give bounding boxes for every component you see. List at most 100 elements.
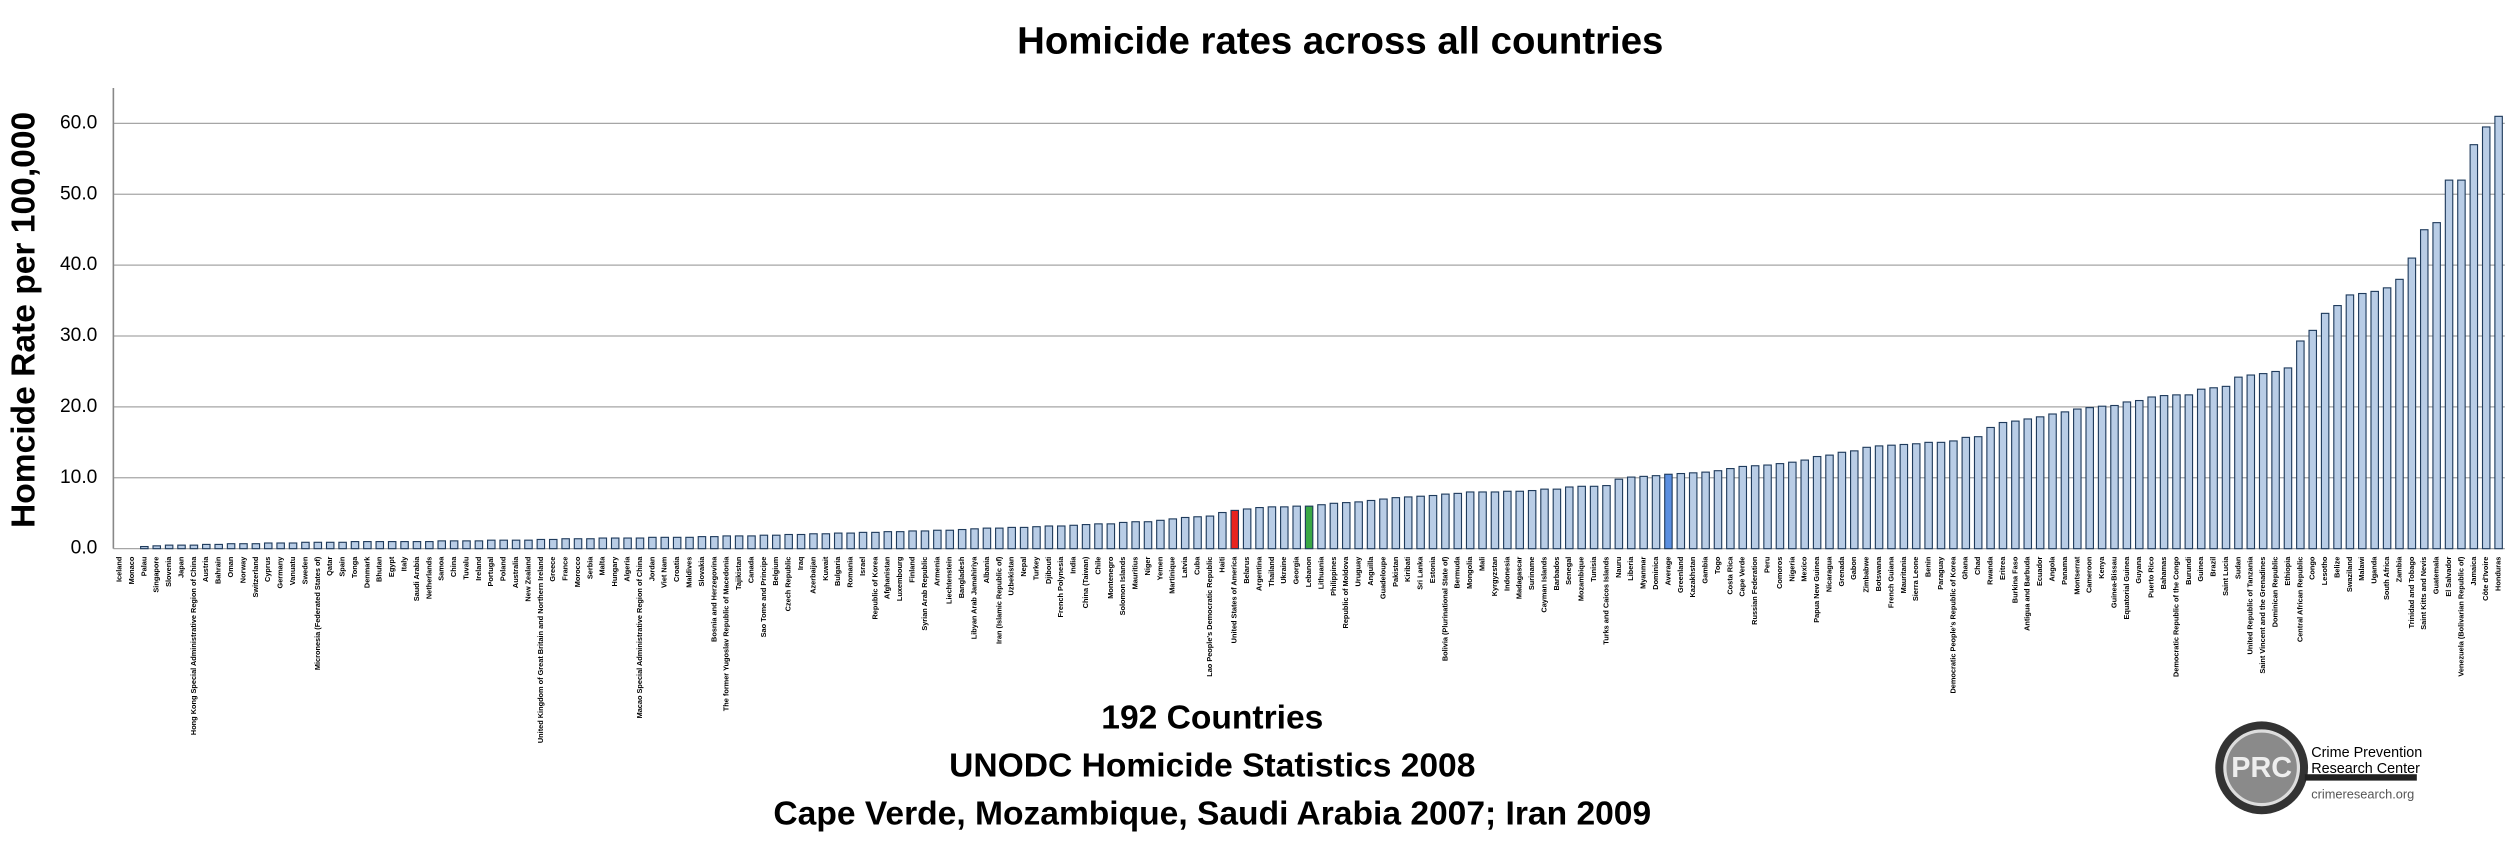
- x-tick-label: India: [1069, 556, 1078, 574]
- bar: [536, 538, 546, 550]
- bar: [573, 538, 583, 550]
- x-tick-label: Madagascar: [1515, 557, 1524, 600]
- bar: [474, 540, 484, 550]
- x-tick-label: Macao Special Administrative Region of C…: [635, 556, 644, 719]
- x-tick-label: Argentina: [1254, 556, 1263, 591]
- bar: [437, 540, 447, 550]
- x-tick-label: Cayman Islands: [1539, 557, 1548, 613]
- bar: [1069, 524, 1078, 550]
- x-tick-label: Latvia: [1180, 556, 1189, 578]
- x-tick-label: Pakistan: [1391, 556, 1400, 587]
- x-tick-label: Viet Nam: [660, 556, 669, 588]
- x-tick-label: Iran (Islamic Republic of): [994, 556, 1003, 644]
- bar: [1403, 496, 1413, 550]
- x-tick-label: South Africa: [2382, 556, 2391, 600]
- bar: [2358, 292, 2367, 550]
- x-tick-label: Peru: [1762, 557, 1771, 573]
- bar: [1775, 463, 1785, 550]
- x-tick-label: Equatorial Guinea: [2122, 556, 2131, 620]
- bar: [2370, 290, 2379, 550]
- bar: [1094, 523, 1103, 550]
- bar: [1750, 465, 1760, 550]
- x-tick-label: Brazil: [2209, 557, 2218, 577]
- x-tick-label: Cyprus: [263, 557, 272, 582]
- bar: [1354, 501, 1363, 550]
- bar: [1589, 485, 1599, 550]
- x-tick-label: Saudi Arabia: [412, 556, 421, 602]
- x-tick-label: Zambia: [2394, 556, 2403, 583]
- x-tick-label: Micronesia (Federated States of): [313, 556, 322, 670]
- bar: [1688, 472, 1698, 550]
- x-tick-label: Bermuda: [1453, 556, 1462, 589]
- x-tick-label: Bolivia (Plurinational State of): [1440, 556, 1449, 661]
- bar: [1156, 519, 1165, 550]
- x-tick-label: Norway: [238, 556, 247, 583]
- bar: [1701, 471, 1710, 550]
- x-tick-label: Guatemala: [2432, 556, 2441, 594]
- x-tick-label: Egypt: [387, 556, 396, 577]
- bar: [846, 532, 855, 550]
- bar: [2432, 222, 2441, 550]
- x-tick-label: Italy: [399, 556, 408, 572]
- x-tick-label: Iceland: [115, 557, 124, 582]
- x-tick-label: Comoros: [1775, 557, 1784, 589]
- x-tick-label: Luxembourg: [895, 557, 904, 601]
- bar: [1280, 506, 1289, 550]
- x-tick-label: Guyana: [2134, 556, 2143, 584]
- bar: [685, 536, 694, 550]
- logo-name: Research Center: [2311, 761, 2420, 777]
- bar: [2494, 115, 2503, 550]
- bar: [710, 536, 719, 550]
- bar: [2271, 370, 2280, 550]
- bar: [1552, 488, 1562, 550]
- x-tick-label: Martinique: [1168, 557, 1177, 594]
- bar: [895, 531, 905, 550]
- x-tick-label: Thailand: [1267, 557, 1276, 587]
- bar: [2023, 418, 2033, 550]
- x-tick-label: Ethiopia: [2283, 556, 2292, 586]
- bar: [1081, 524, 1091, 550]
- x-tick-label: Maldives: [684, 557, 693, 588]
- bar: [1391, 497, 1401, 550]
- bar: [995, 527, 1004, 550]
- bar: [672, 536, 682, 550]
- bar: [363, 541, 372, 550]
- bar: [2097, 405, 2107, 550]
- x-tick-label: Sri Lanka: [1416, 556, 1425, 590]
- x-tick-label: Swaziland: [2345, 557, 2354, 593]
- x-tick-label: Switzerland: [251, 557, 260, 598]
- x-tick-label: Democratic Republic of the Congo: [2171, 556, 2180, 677]
- x-tick-label: Slovenia: [164, 556, 173, 587]
- x-tick-label: Sudan: [2233, 556, 2242, 579]
- x-tick-label: Nicaragua: [1824, 556, 1833, 592]
- bar: [759, 534, 769, 550]
- bar: [1961, 436, 1971, 550]
- bar: [2122, 401, 2132, 550]
- x-tick-label: Kyrgyzstan: [1490, 556, 1499, 596]
- bar: [2184, 394, 2194, 550]
- x-tick-label: Ecuador: [2035, 557, 2044, 587]
- bar: [1032, 526, 1041, 550]
- bar: [1465, 491, 1475, 550]
- bar: [586, 538, 595, 550]
- chart-title: Homicide rates across all countries: [1017, 19, 1663, 62]
- x-tick-label: Bhutan: [375, 556, 384, 582]
- bar: [772, 534, 781, 550]
- x-tick-label: Indonesia: [1502, 556, 1511, 591]
- x-tick-label: Qatar: [325, 557, 334, 576]
- bar: [1713, 470, 1723, 550]
- x-tick-label: China (Taiwan): [1081, 556, 1090, 608]
- x-tick-label: Liechtenstein: [945, 556, 954, 604]
- x-tick-label: Liberia: [1626, 556, 1635, 581]
- x-tick-label: Grenada: [1837, 556, 1846, 587]
- x-tick-label: Croatia: [672, 556, 681, 582]
- bar: [152, 545, 162, 550]
- x-tick-label: Samoa: [437, 556, 446, 581]
- bar: [2444, 179, 2454, 550]
- x-tick-label: Philippines: [1329, 557, 1338, 596]
- x-tick-label: Jordan: [647, 556, 656, 581]
- x-tick-label: Finland: [908, 557, 917, 583]
- x-tick-label: Venezuela (Bolivarian Republic of): [2456, 556, 2465, 677]
- x-tick-label: Bahamas: [2159, 557, 2168, 590]
- y-axis-label: Homcide Rate per 100,000: [5, 112, 42, 528]
